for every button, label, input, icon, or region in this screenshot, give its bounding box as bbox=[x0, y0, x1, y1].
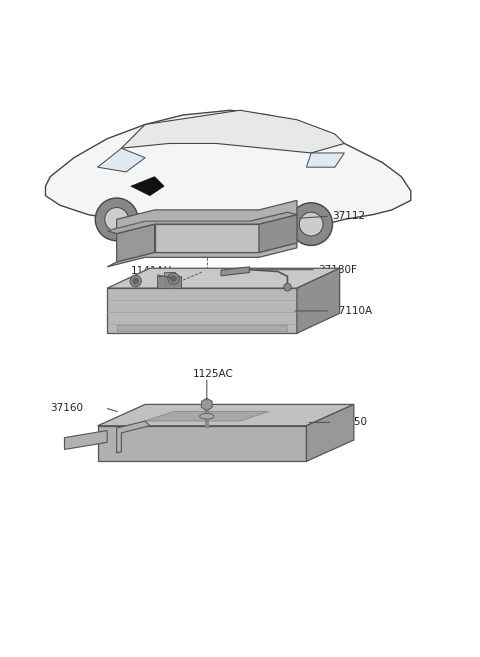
Polygon shape bbox=[117, 224, 155, 262]
Polygon shape bbox=[202, 398, 212, 411]
Ellipse shape bbox=[200, 413, 214, 419]
Text: 37110A: 37110A bbox=[333, 306, 372, 316]
Polygon shape bbox=[306, 153, 344, 167]
Polygon shape bbox=[131, 177, 164, 196]
Polygon shape bbox=[97, 405, 354, 426]
Circle shape bbox=[133, 278, 138, 284]
Circle shape bbox=[290, 203, 333, 246]
Polygon shape bbox=[121, 110, 344, 153]
Circle shape bbox=[105, 208, 129, 231]
Text: 37180F: 37180F bbox=[318, 265, 357, 275]
Circle shape bbox=[284, 283, 291, 291]
Circle shape bbox=[300, 212, 323, 236]
Polygon shape bbox=[259, 215, 297, 252]
Circle shape bbox=[171, 276, 177, 282]
Bar bbox=[164, 271, 175, 277]
Text: 37160: 37160 bbox=[50, 403, 83, 413]
Circle shape bbox=[130, 275, 141, 286]
Polygon shape bbox=[107, 288, 297, 333]
Polygon shape bbox=[64, 430, 107, 449]
Text: 37150: 37150 bbox=[334, 417, 367, 428]
Circle shape bbox=[168, 273, 179, 284]
Polygon shape bbox=[107, 243, 297, 267]
Polygon shape bbox=[107, 212, 297, 234]
Text: 1125AC: 1125AC bbox=[192, 369, 233, 378]
Bar bbox=[157, 277, 180, 288]
Polygon shape bbox=[297, 268, 340, 333]
Text: 1141AH: 1141AH bbox=[131, 265, 172, 276]
Polygon shape bbox=[117, 200, 297, 234]
Polygon shape bbox=[221, 267, 250, 276]
Polygon shape bbox=[306, 405, 354, 461]
Polygon shape bbox=[155, 224, 259, 252]
Bar bbox=[117, 325, 288, 331]
Polygon shape bbox=[107, 268, 340, 288]
Text: 37112: 37112 bbox=[333, 211, 366, 221]
Polygon shape bbox=[97, 426, 306, 461]
Circle shape bbox=[96, 198, 138, 240]
Polygon shape bbox=[97, 148, 145, 172]
Polygon shape bbox=[117, 421, 150, 453]
Polygon shape bbox=[145, 411, 268, 421]
Polygon shape bbox=[46, 110, 411, 238]
